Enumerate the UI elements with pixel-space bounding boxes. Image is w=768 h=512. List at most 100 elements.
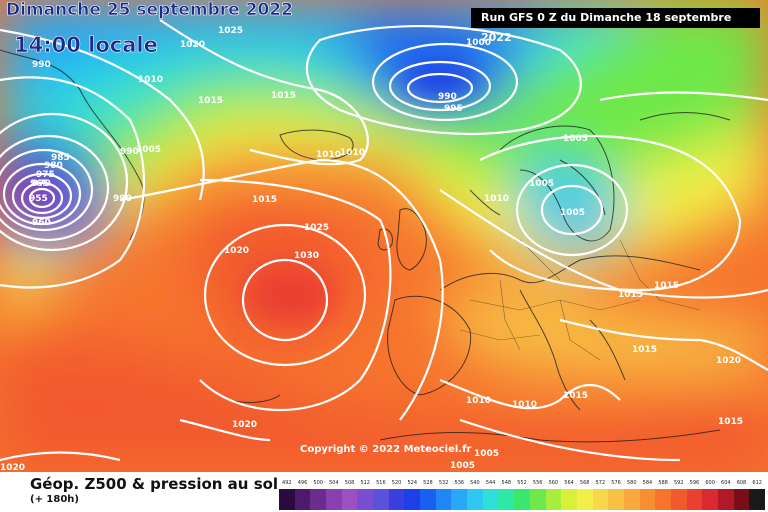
isobar-label: 1025 <box>218 26 243 36</box>
model-run-label: Run GFS 0 Z du Dimanche 18 septembre 202… <box>471 8 760 44</box>
scale-swatch <box>639 489 656 510</box>
isobar-label: 955 <box>29 194 48 204</box>
isobar-label: 1015 <box>654 281 679 291</box>
scale-swatch <box>670 489 687 510</box>
isobar-label: 1030 <box>294 251 319 261</box>
scale-label: 492 <box>282 480 292 486</box>
scale-label: 548 <box>501 480 512 486</box>
scale-label: 520 <box>391 480 402 486</box>
scale-swatch <box>498 489 515 510</box>
scale-swatch <box>467 489 484 510</box>
scale-swatch <box>514 489 531 510</box>
scale-swatch <box>655 489 672 510</box>
isobar-label: 1015 <box>252 195 277 205</box>
isobar-label: 1010 <box>512 400 537 410</box>
lead-time: (+ 180h) <box>30 494 79 505</box>
product-title: Géop. Z500 & pression au sol <box>30 475 279 493</box>
scale-swatch <box>749 489 766 510</box>
isobar-label: 1015 <box>718 417 743 427</box>
isobar-label: 965 <box>30 179 49 189</box>
scale-swatch <box>592 489 609 510</box>
scale-label: 552 <box>517 480 527 486</box>
scale-swatch <box>420 489 437 510</box>
scale-label: 564 <box>564 480 574 486</box>
isobar-label: 1005 <box>136 145 161 155</box>
isobar-label: 1010 <box>316 150 341 160</box>
scale-label: 584 <box>642 480 653 486</box>
isobar-label: 1015 <box>271 91 296 101</box>
scale-swatch <box>373 489 390 510</box>
isobar-label: 990 <box>120 147 139 157</box>
scale-swatch <box>717 489 734 510</box>
scale-label: 504 <box>329 480 339 486</box>
scale-label: 536 <box>454 480 465 486</box>
scale-swatch <box>326 489 343 510</box>
isobar-label: 980 <box>44 161 63 171</box>
isobar-label: 1010 <box>138 75 163 85</box>
scale-label: 612 <box>752 480 762 486</box>
copyright-notice: Copyright © 2022 Meteociel.fr <box>300 444 472 455</box>
scale-swatch <box>404 489 421 510</box>
scale-label: 588 <box>658 480 668 486</box>
isobar-label: 1010 <box>340 148 365 158</box>
scale-label: 560 <box>548 480 559 486</box>
scale-label: 516 <box>376 480 386 486</box>
scale-swatch <box>435 489 452 510</box>
isobar-label: 1005 <box>529 179 554 189</box>
scale-label: 596 <box>689 480 700 486</box>
weather-map: 1020 1025 990 1010 1015 1015 1000 990 99… <box>0 0 768 472</box>
scale-label: 496 <box>297 480 308 486</box>
isobar-label: 1015 <box>632 345 657 355</box>
scale-label: 580 <box>626 480 637 486</box>
scale-swatch <box>294 489 311 510</box>
scale-swatch <box>576 489 593 510</box>
forecast-date: Dimanche 25 septembre 2022 <box>6 0 294 20</box>
isobar-label: 1020 <box>716 356 741 366</box>
scale-swatch <box>451 489 468 510</box>
legend-bar: Géop. Z500 & pression au sol (+ 180h) 49… <box>0 472 768 512</box>
scale-label: 600 <box>705 480 715 486</box>
scale-swatch <box>623 489 640 510</box>
scale-swatch <box>482 489 499 510</box>
isobar-label: 1005 <box>563 134 588 144</box>
scale-swatch <box>357 489 374 510</box>
isobar-label: 1005 <box>474 449 499 459</box>
scale-label: 500 <box>313 480 323 486</box>
isobar-labels: 1020 1025 990 1010 1015 1015 1000 990 99… <box>0 26 743 472</box>
scale-label: 524 <box>407 480 418 486</box>
isobar-label: 1020 <box>180 40 205 50</box>
scale-swatch <box>279 489 295 510</box>
isobar-label: 1020 <box>224 246 249 256</box>
scale-label: 544 <box>485 480 496 486</box>
scale-label: 512 <box>360 480 370 486</box>
scale-swatch <box>545 489 562 510</box>
coastlines <box>0 49 731 443</box>
isobar-label: 1020 <box>232 420 257 430</box>
scale-swatch <box>341 489 358 510</box>
isobar-label: 970 <box>32 179 51 189</box>
isobar-label: 995 <box>444 104 463 114</box>
scale-label: 528 <box>423 480 433 486</box>
scale-swatch <box>686 489 703 510</box>
isobar-label: 1015 <box>618 290 643 300</box>
scale-label: 576 <box>611 480 621 486</box>
color-scale: 492 496 500 504 508 512 516 520 524 528 532 536 540 5… <box>279 480 766 510</box>
isobar-label: 1000 <box>466 38 491 48</box>
isobar-label: 985 <box>51 153 70 163</box>
scale-swatch <box>529 489 546 510</box>
isobar-label: 990 <box>438 92 457 102</box>
isobar-label: 990 <box>32 60 51 70</box>
scale-label: 608 <box>736 480 747 486</box>
isobar-label: 990 <box>113 194 132 204</box>
scale-swatch <box>608 489 625 510</box>
isobar-label: 1005 <box>450 461 475 471</box>
isobar-label: 1020 <box>0 463 25 472</box>
scale-swatch <box>733 489 750 510</box>
isobar-label: 1015 <box>563 391 588 401</box>
scale-label: 592 <box>673 480 684 486</box>
geopotential-field <box>0 0 768 472</box>
scale-swatch <box>310 489 327 510</box>
isobars <box>0 19 768 462</box>
isobar-label: 1025 <box>304 223 329 233</box>
